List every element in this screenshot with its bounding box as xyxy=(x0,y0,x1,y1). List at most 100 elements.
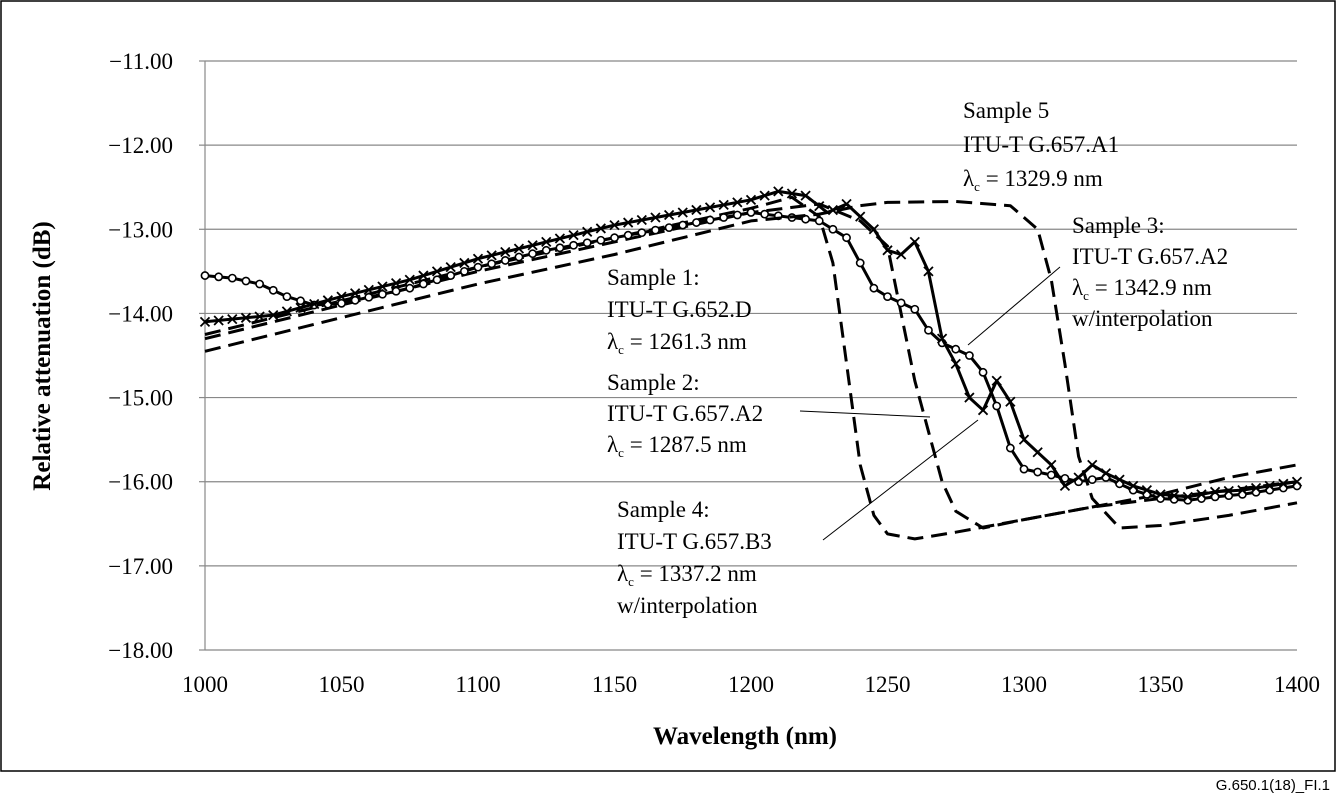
y-tick-label: −13.00 xyxy=(108,217,173,242)
cross-marker xyxy=(1005,396,1016,407)
circle-marker xyxy=(992,401,1002,411)
x-tick-labels: 1000 1050 1100 1150 1200 1250 1300 1350 1400 xyxy=(182,672,1320,697)
cross-marker xyxy=(882,245,893,256)
cross-marker xyxy=(459,257,470,269)
cross-marker xyxy=(199,316,211,327)
circle-marker xyxy=(255,279,264,289)
circle-marker xyxy=(651,225,660,235)
cross-marker xyxy=(1114,474,1125,485)
circle-marker xyxy=(896,298,906,308)
x-tick-label: 1150 xyxy=(592,672,637,697)
circle-marker xyxy=(814,216,824,226)
annotation-line: λc = 1287.5 nm xyxy=(607,432,747,460)
annotation-line: λc = 1261.3 nm xyxy=(607,329,747,357)
chart-frame xyxy=(0,0,1336,772)
cross-marker xyxy=(691,204,702,216)
y-tick-label: −12.00 xyxy=(108,133,173,158)
circle-marker xyxy=(1046,470,1056,480)
circle-marker xyxy=(664,223,674,233)
circle-marker xyxy=(610,233,619,243)
gridlines xyxy=(199,60,1297,651)
circle-marker xyxy=(268,285,278,295)
annotation-line: ITU-T G.657.A2 xyxy=(607,401,763,426)
circle-marker xyxy=(446,271,456,280)
circle-marker xyxy=(978,367,988,377)
sample-5-line xyxy=(204,200,1298,530)
cross-marker xyxy=(827,204,839,216)
circle-marker xyxy=(432,275,442,285)
y-tick-label: −15.00 xyxy=(108,386,173,411)
cross-marker xyxy=(1155,489,1166,500)
annotation-line: Sample 2: xyxy=(607,370,700,395)
circle-marker xyxy=(692,218,701,227)
x-tick-label: 1000 xyxy=(182,672,228,697)
circle-marker xyxy=(200,271,210,280)
circle-marker xyxy=(418,279,428,289)
cross-marker xyxy=(295,302,306,313)
annotation-leaders xyxy=(799,266,1061,541)
annotation-line: λc = 1329.9 nm xyxy=(963,166,1103,194)
cross-marker xyxy=(582,226,593,237)
cross-marker xyxy=(322,295,333,306)
annotation-line: Sample 4: xyxy=(617,497,710,522)
circle-marker xyxy=(296,296,305,306)
cross-marker xyxy=(568,230,579,241)
cross-marker xyxy=(595,223,606,234)
annotation-line: λc = 1342.9 nm xyxy=(1072,275,1212,303)
circle-marker xyxy=(637,228,647,238)
circle-marker xyxy=(541,245,551,255)
circle-marker xyxy=(227,273,237,283)
cross-marker xyxy=(1100,468,1112,479)
circle-marker xyxy=(596,235,606,245)
annotation-3: Sample 1: ITU-T G.652.D λc = 1261.3 nm xyxy=(607,265,752,357)
cross-marker xyxy=(1250,482,1262,494)
circle-marker xyxy=(855,258,865,268)
circle-marker xyxy=(1005,443,1015,453)
cross-marker xyxy=(663,209,675,221)
cross-marker xyxy=(309,298,320,310)
circle-marker xyxy=(760,209,770,219)
annotation-line: w/interpolation xyxy=(617,593,758,618)
circle-marker xyxy=(910,304,920,314)
circle-marker xyxy=(364,292,374,302)
cross-marker xyxy=(1128,480,1139,492)
circle-marker xyxy=(378,289,387,299)
annotation-1: Sample 5 ITU-T G.657.A1 λc = 1329.9 nm xyxy=(963,98,1119,194)
circle-marker xyxy=(801,214,810,224)
cross-marker xyxy=(500,246,511,258)
circle-marker xyxy=(883,292,892,301)
cross-marker xyxy=(868,224,879,235)
cross-marker xyxy=(964,392,975,403)
circle-marker xyxy=(350,295,360,305)
circle-marker xyxy=(828,224,838,234)
leader-line xyxy=(967,266,1061,346)
series-lines xyxy=(199,186,1303,541)
circle-marker xyxy=(951,344,961,354)
cross-marker xyxy=(623,217,634,228)
annotation-line: Sample 5 xyxy=(963,98,1049,123)
cross-marker xyxy=(773,186,784,197)
annotation-line: Sample 3: xyxy=(1072,213,1165,238)
cross-marker xyxy=(759,190,770,201)
circle-marker xyxy=(282,292,292,301)
cross-marker xyxy=(227,314,238,325)
annotation-line: λc = 1337.2 nm xyxy=(617,561,757,589)
circle-marker xyxy=(965,351,974,360)
circle-marker xyxy=(241,276,251,286)
cross-marker xyxy=(1264,480,1275,492)
sample-4-series xyxy=(199,186,1303,502)
cross-marker xyxy=(1018,434,1030,445)
circle-marker xyxy=(391,286,401,296)
cross-marker xyxy=(240,312,252,323)
cross-marker xyxy=(977,405,989,416)
cross-marker xyxy=(732,197,743,208)
y-tick-label: −18.00 xyxy=(108,638,173,663)
y-tick-label: −14.00 xyxy=(108,301,173,326)
sample-4-line xyxy=(204,189,1298,499)
cross-marker xyxy=(1291,476,1303,487)
cross-marker xyxy=(1169,490,1180,501)
circle-marker xyxy=(555,243,565,253)
circle-marker xyxy=(569,240,578,250)
y-tick-label: −17.00 xyxy=(108,554,173,579)
